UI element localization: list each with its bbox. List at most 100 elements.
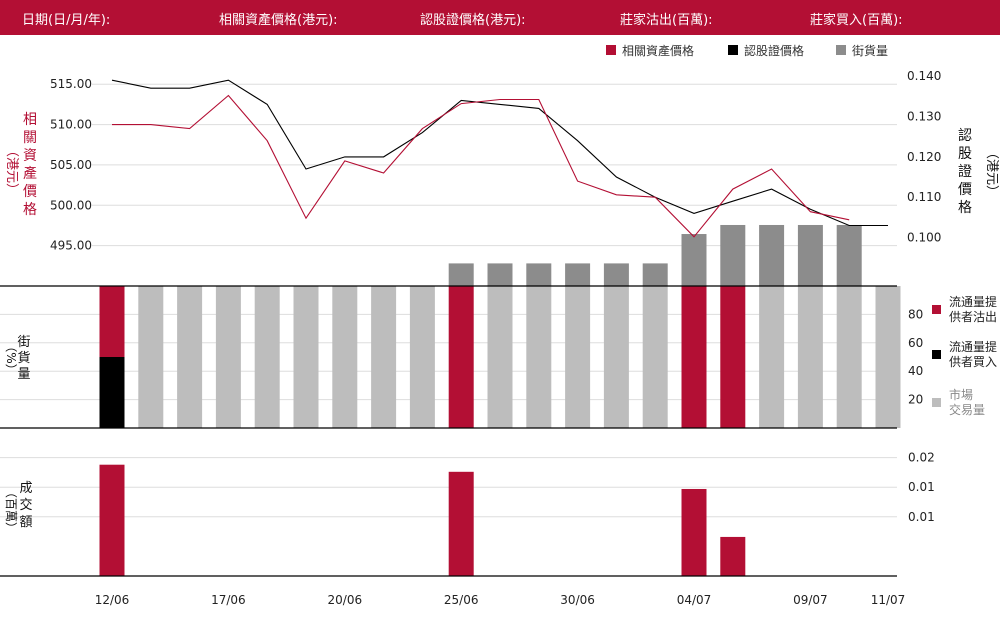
date-tick-label: 25/06: [444, 593, 479, 607]
market-volume-bar: [759, 286, 785, 428]
market-volume-bar: [487, 286, 513, 428]
outstanding-bar: [487, 263, 513, 286]
market-volume-bar: [603, 286, 629, 428]
legend-mm-sell-swatch: [932, 305, 941, 314]
volume-axis-title-char: 量: [17, 367, 30, 382]
turnover-tick-label: 0.02: [908, 451, 935, 465]
legend-warrant-price-swatch: [728, 45, 738, 55]
right-tick-label: 0.130: [907, 110, 941, 124]
outstanding-bar: [603, 263, 629, 286]
market-volume-bar: [797, 286, 823, 428]
header-warrant-price-label: 認股證價格(港元):: [420, 13, 526, 28]
legend-market-volume-label: 交易量: [949, 402, 985, 417]
mm-sell-bar: [448, 286, 474, 428]
header-bar: 日期(日/月/年): 相關資產價格(港元): 認股證價格(港元): 莊家沽出(百…: [0, 0, 1000, 35]
legend-outstanding-swatch: [836, 45, 846, 55]
market-volume-bar: [177, 286, 203, 428]
market-volume-bar: [332, 286, 358, 428]
volume-tick-label: 40: [908, 364, 923, 378]
market-volume-bar: [293, 286, 319, 428]
legend-mm-buy-swatch: [932, 350, 941, 359]
asset-price-line: [112, 94, 850, 238]
date-tick-label: 12/06: [95, 593, 130, 607]
turnover-axis-title-char: 交: [19, 497, 32, 513]
mm-sell-bar: [99, 286, 125, 357]
left-axis-title-char: 資: [23, 148, 37, 164]
outstanding-bar: [448, 263, 474, 286]
left-axis-unit: （港元）: [4, 144, 19, 196]
outstanding-bar: [565, 263, 591, 286]
left-axis-title-char: 產: [23, 165, 37, 182]
outstanding-bar: [836, 224, 862, 286]
header-date-label: 日期(日/月/年):: [22, 13, 111, 28]
legend-market-volume-label: 市場: [949, 387, 973, 402]
header-asset-price-label: 相關資產價格(港元):: [219, 13, 338, 28]
left-tick-label: 495.00: [50, 239, 92, 253]
market-volume-bar: [409, 286, 435, 428]
outstanding-bar: [526, 263, 552, 286]
right-axis-title-char: 證: [958, 163, 972, 180]
date-tick-label: 20/06: [328, 593, 363, 607]
right-tick-label: 0.140: [907, 69, 941, 83]
mm-sell-bar: [681, 286, 707, 428]
right-axis-title-char: 股: [958, 146, 972, 162]
market-volume-bar: [875, 286, 901, 428]
legend-warrant-price-label: 認股證價格: [744, 43, 804, 58]
legend-mm-buy-label: 流通量提: [949, 339, 997, 354]
header-mm-buy-label: 莊家買入(百萬):: [810, 13, 903, 28]
right-axis-unit: （港元）: [984, 146, 999, 198]
legend-asset-price-label: 相關資產價格: [622, 43, 694, 58]
mm-sell-bar: [720, 286, 746, 428]
left-axis-title-char: 關: [23, 130, 37, 146]
market-volume-bar: [138, 286, 164, 428]
turnover-bar: [448, 471, 474, 576]
volume-axis-title-char: 街: [17, 335, 30, 350]
right-axis-title-char: 價: [958, 181, 972, 198]
volume-tick-label: 20: [908, 393, 923, 407]
left-tick-label: 505.00: [50, 158, 92, 172]
market-volume-bar: [254, 286, 280, 428]
mm-buy-bar: [99, 357, 125, 428]
left-axis-title-char: 格: [23, 202, 37, 218]
turnover-bar: [681, 488, 707, 576]
market-volume-bar: [565, 286, 591, 428]
volume-axis-title-char: 貨: [17, 350, 30, 366]
right-tick-label: 0.100: [907, 231, 941, 245]
market-volume-bar: [642, 286, 668, 428]
date-tick-label: 04/07: [677, 593, 712, 607]
outstanding-bar: [720, 224, 746, 286]
market-volume-bar: [526, 286, 552, 428]
market-volume-bar: [371, 286, 397, 428]
right-tick-label: 0.120: [907, 150, 941, 164]
header-mm-sell-label: 莊家沽出(百萬):: [620, 13, 713, 28]
turnover-axis-title-char: 額: [19, 515, 32, 530]
outstanding-bar: [681, 234, 707, 286]
market-volume-bar: [836, 286, 862, 428]
volume-tick-label: 60: [908, 336, 923, 350]
right-axis-title-char: 認: [958, 128, 972, 144]
date-tick-label: 11/07: [871, 593, 906, 607]
warrant-price-line: [111, 79, 888, 227]
market-volume-bar: [215, 286, 241, 428]
right-tick-label: 0.110: [907, 190, 941, 204]
date-tick-label: 30/06: [560, 593, 595, 607]
legend-market-volume-swatch: [932, 398, 941, 407]
left-tick-label: 515.00: [50, 77, 92, 91]
turnover-axis-unit: （百萬）: [4, 486, 18, 534]
outstanding-bar: [642, 263, 668, 286]
legend-outstanding-label: 街貨量: [852, 43, 888, 58]
outstanding-bar: [759, 224, 785, 286]
right-axis-title-char: 格: [958, 200, 972, 216]
left-tick-label: 510.00: [50, 118, 92, 132]
outstanding-bar: [797, 224, 823, 286]
left-tick-label: 500.00: [50, 198, 92, 212]
volume-tick-label: 80: [908, 307, 923, 321]
legend-asset-price-swatch: [606, 45, 616, 55]
turnover-bar: [99, 464, 125, 576]
turnover-axis-title-char: 成: [19, 481, 32, 496]
left-axis-title-char: 相: [23, 112, 37, 128]
turnover-tick-label: 0.01: [908, 510, 935, 524]
legend-mm-buy-label: 供者買入: [949, 355, 997, 369]
legend-mm-sell-label: 供者沽出: [949, 310, 997, 324]
